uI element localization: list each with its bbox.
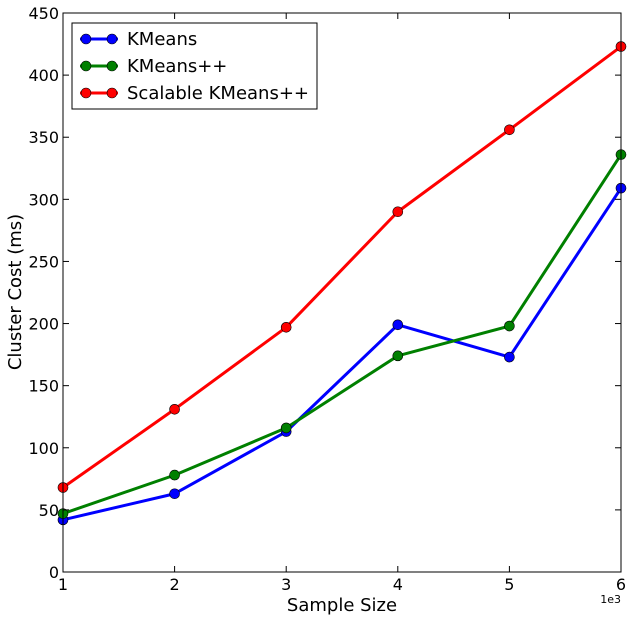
legend-label: Scalable KMeans++ <box>127 83 309 104</box>
legend-label: KMeans++ <box>127 56 227 77</box>
x-axis-ticks: 1 2 3 4 5 6 <box>58 13 626 594</box>
data-point <box>169 469 180 481</box>
x-tick-label: 4 <box>393 575 403 594</box>
series-scalable-kmeans- <box>57 41 627 493</box>
legend-entry: Scalable KMeans++ <box>80 83 309 104</box>
x-tick-label: 3 <box>281 575 291 594</box>
axis-layer <box>62 12 622 573</box>
legend-marker <box>80 87 92 99</box>
data-point <box>504 320 515 332</box>
y-tick-label: 400 <box>28 66 59 85</box>
series-kmeans <box>57 182 627 526</box>
data-point <box>169 403 180 415</box>
x-tick-label: 1 <box>58 575 68 594</box>
legend-marker <box>80 60 92 72</box>
series-layer <box>57 41 627 526</box>
y-tick-label: 0 <box>49 563 59 582</box>
series-line <box>62 153 623 516</box>
legend-entry: KMeans++ <box>80 56 227 77</box>
y-tick-label: 350 <box>28 128 59 147</box>
y-axis-label: Cluster Cost (ms) <box>5 214 26 370</box>
y-tick-label: 250 <box>28 252 59 271</box>
y-tick-label: 100 <box>28 439 59 458</box>
plot-frame <box>62 12 622 573</box>
legend-marker <box>106 33 118 45</box>
legend-marker <box>106 60 118 72</box>
x-tick-label: 2 <box>170 575 180 594</box>
y-tick-label: 200 <box>28 315 59 334</box>
series-line <box>62 45 622 489</box>
x-tick-label: 5 <box>504 575 514 594</box>
legend-marker <box>106 87 118 99</box>
data-point <box>504 351 515 363</box>
series-kmeans- <box>57 149 627 519</box>
data-point <box>280 422 292 434</box>
y-tick-label: 150 <box>28 377 59 396</box>
legend-entry: KMeans <box>80 29 197 50</box>
series-line <box>62 187 623 522</box>
data-point <box>280 321 292 333</box>
x-tick-label: 6 <box>616 575 626 594</box>
legend-marker <box>80 33 92 45</box>
y-tick-label: 50 <box>39 501 59 520</box>
data-point <box>169 488 180 500</box>
data-point <box>392 206 404 218</box>
y-axis-ticks: 0 50 100 150 200 250 300 350 400 450 <box>28 4 621 582</box>
data-point <box>392 350 404 362</box>
x-axis-label: Sample Size <box>287 595 397 616</box>
y-tick-label: 300 <box>28 190 59 209</box>
data-point <box>392 319 404 331</box>
y-tick-label: 450 <box>28 4 59 23</box>
data-point <box>504 124 515 136</box>
legend: KMeans KMeans++ Scalable KMeans++ <box>71 22 318 110</box>
x-axis-offset-label: 1e3 <box>600 593 621 606</box>
legend-label: KMeans <box>127 29 197 50</box>
